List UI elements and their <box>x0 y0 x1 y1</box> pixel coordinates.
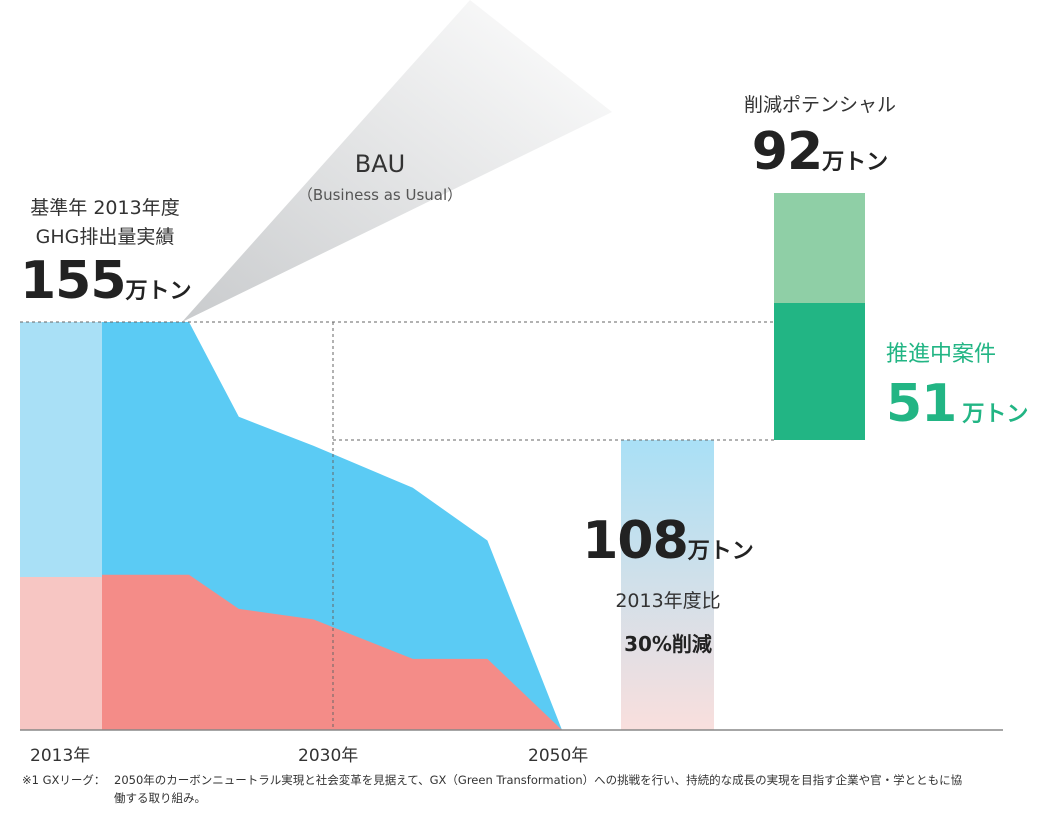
base-value-unit: 万トン <box>125 279 192 304</box>
bau-label: BAU <box>354 150 406 178</box>
target-ratio-label: 2013年度比 <box>615 590 721 612</box>
base-year-line1: 基準年 2013年度 <box>30 197 180 219</box>
x-tick-2030: 2030年 <box>298 746 359 766</box>
footnote-text-line2: 働する取り組み。 <box>114 791 206 805</box>
base-year-band-blue <box>20 322 102 577</box>
potential-value: 92万トン <box>700 126 940 178</box>
bau-wedge <box>182 0 612 322</box>
base-value: 155万トン <box>20 255 192 307</box>
target-reduction-label: 30%削減 <box>624 632 712 656</box>
in-progress-bar <box>774 303 865 440</box>
x-tick-2050: 2050年 <box>528 746 589 766</box>
footnote-text-line1: 2050年のカーボンニュートラル実現と社会変革を見据えて、GX（Green Tr… <box>114 773 963 787</box>
target-bar <box>621 440 714 730</box>
base-year-line2: GHG排出量実績 <box>35 226 175 248</box>
base-value-number: 155 <box>20 251 127 311</box>
in-progress-value-unit: 万トン <box>962 402 1029 427</box>
footnote-mark: ※1 GXリーグ： <box>22 773 106 787</box>
target-value-unit: 万トン <box>687 539 754 564</box>
potential-label: 削減ポテンシャル <box>743 94 896 116</box>
potential-value-number: 92 <box>751 122 823 182</box>
bau-sublabel: （Business as Usual） <box>297 186 463 204</box>
x-tick-2013: 2013年 <box>30 746 91 766</box>
potential-value-unit: 万トン <box>822 150 889 175</box>
in-progress-value: 51 万トン <box>886 378 1028 430</box>
target-value: 108万トン <box>568 515 768 567</box>
in-progress-label: 推進中案件 <box>886 342 997 367</box>
in-progress-value-number: 51 <box>886 374 957 434</box>
target-value-number: 108 <box>582 511 689 571</box>
potential-bar <box>774 193 865 303</box>
base-year-band-red <box>20 577 102 730</box>
emission-area-lower <box>102 574 562 730</box>
